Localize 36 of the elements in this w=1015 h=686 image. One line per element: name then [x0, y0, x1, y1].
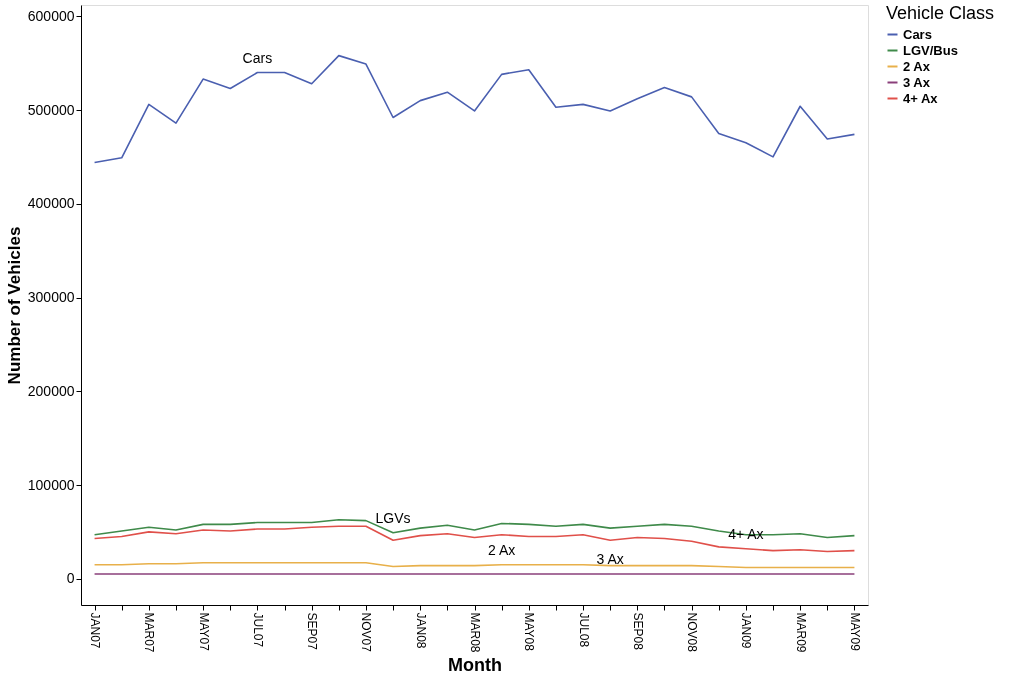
annotation: 3 Ax: [596, 551, 624, 568]
x-axis-title: Month: [448, 654, 502, 675]
y-tick-label: 400000: [27, 195, 75, 212]
x-tick-label: MAY07: [196, 612, 211, 652]
x-tick-label: JUL07: [250, 612, 265, 648]
y-tick-label: 100000: [27, 476, 75, 493]
x-tick-label: NOV08: [685, 612, 700, 653]
x-tick-label: NOV07: [359, 612, 374, 653]
x-tick-label: MAY09: [847, 612, 862, 652]
x-tick-label: MAR09: [793, 612, 808, 653]
y-tick-label: 0: [66, 570, 75, 587]
line-series: [93, 525, 856, 553]
legend-label: LGV/Bus: [903, 42, 958, 58]
y-tick-label: 600000: [27, 7, 75, 24]
x-tick-label: MAR07: [142, 612, 157, 653]
legend-label: 4+ Ax: [903, 90, 939, 106]
x-tick-label: JAN07: [88, 612, 103, 649]
annotation: Cars: [242, 49, 273, 66]
legend-label: 2 Ax: [903, 58, 931, 74]
line-series: [93, 54, 856, 164]
x-tick-label: SEP07: [305, 612, 320, 651]
x-tick-label: SEP08: [630, 612, 645, 651]
legend-label: Cars: [903, 26, 932, 42]
y-tick-label: 200000: [27, 382, 75, 399]
y-tick-label: 500000: [27, 101, 75, 118]
annotation: LGVs: [375, 509, 411, 526]
annotation: 2 Ax: [488, 541, 516, 558]
y-axis-title: Number of Vehicles: [4, 226, 24, 385]
x-tick-label: MAY08: [522, 612, 537, 652]
x-tick-label: JAN09: [739, 612, 754, 649]
y-tick-label: 300000: [27, 289, 75, 305]
x-tick-label: MAR08: [468, 612, 482, 653]
x-tick-label: JAN08: [413, 612, 428, 649]
legend-title: Vehicle Class: [886, 3, 995, 23]
legend-label: 3 Ax: [903, 74, 931, 90]
x-tick-label: JUL08: [576, 612, 591, 648]
